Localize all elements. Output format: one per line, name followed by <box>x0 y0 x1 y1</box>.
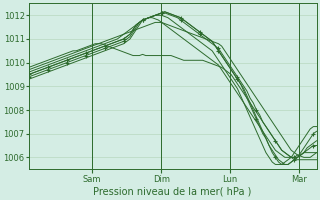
X-axis label: Pression niveau de la mer( hPa ): Pression niveau de la mer( hPa ) <box>93 187 252 197</box>
